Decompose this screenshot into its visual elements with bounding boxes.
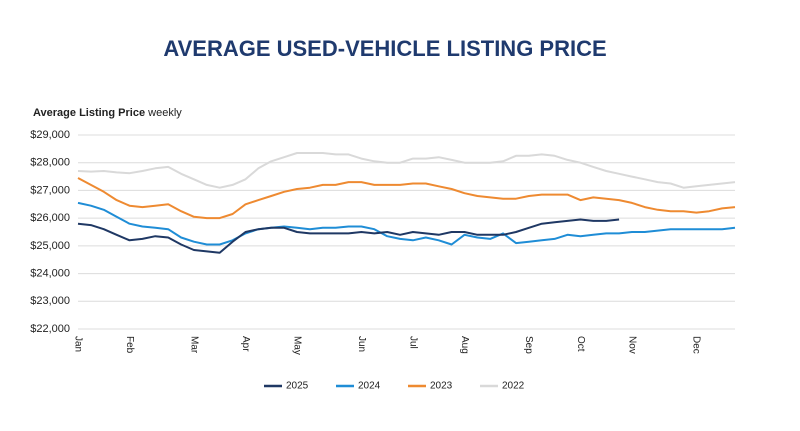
- x-tick-label: Mar: [188, 336, 199, 354]
- y-tick-label: $27,000: [30, 184, 70, 196]
- y-tick-label: $26,000: [30, 212, 70, 224]
- x-tick-label: Oct: [575, 336, 586, 352]
- x-tick-label: Apr: [240, 336, 251, 352]
- y-tick-label: $29,000: [30, 129, 70, 141]
- y-tick-label: $22,000: [30, 323, 70, 335]
- x-tick-label: Dec: [691, 336, 702, 354]
- x-tick-label: Jan: [72, 336, 83, 352]
- line-series: [77, 201, 736, 246]
- line-series: [77, 218, 620, 254]
- y-tick-label: $24,000: [30, 267, 70, 279]
- x-tick-label: Jul: [407, 336, 418, 349]
- chart-title: AVERAGE USED-VEHICLE LISTING PRICE: [163, 36, 606, 61]
- subtitle-main: Average Listing Price: [33, 107, 145, 119]
- subtitle-note: weekly: [147, 107, 182, 119]
- legend-label: 2024: [358, 381, 381, 392]
- line-series: [77, 177, 736, 220]
- y-tick-label: $23,000: [30, 295, 70, 307]
- legend-label: 2023: [430, 381, 453, 392]
- x-tick-label: Sep: [523, 336, 534, 354]
- x-tick-label: May: [291, 336, 302, 355]
- y-tick-label: $28,000: [30, 157, 70, 169]
- y-tick-label: $25,000: [30, 240, 70, 252]
- legend-label: 2025: [286, 381, 309, 392]
- legend-label: 2022: [502, 381, 525, 392]
- subtitle: Average Listing Price weekly: [33, 107, 182, 119]
- x-tick-label: Aug: [459, 336, 470, 354]
- x-tick-label: Nov: [626, 336, 637, 354]
- x-tick-label: Jun: [356, 336, 367, 352]
- x-tick-label: Feb: [124, 336, 135, 354]
- line-series: [77, 152, 736, 189]
